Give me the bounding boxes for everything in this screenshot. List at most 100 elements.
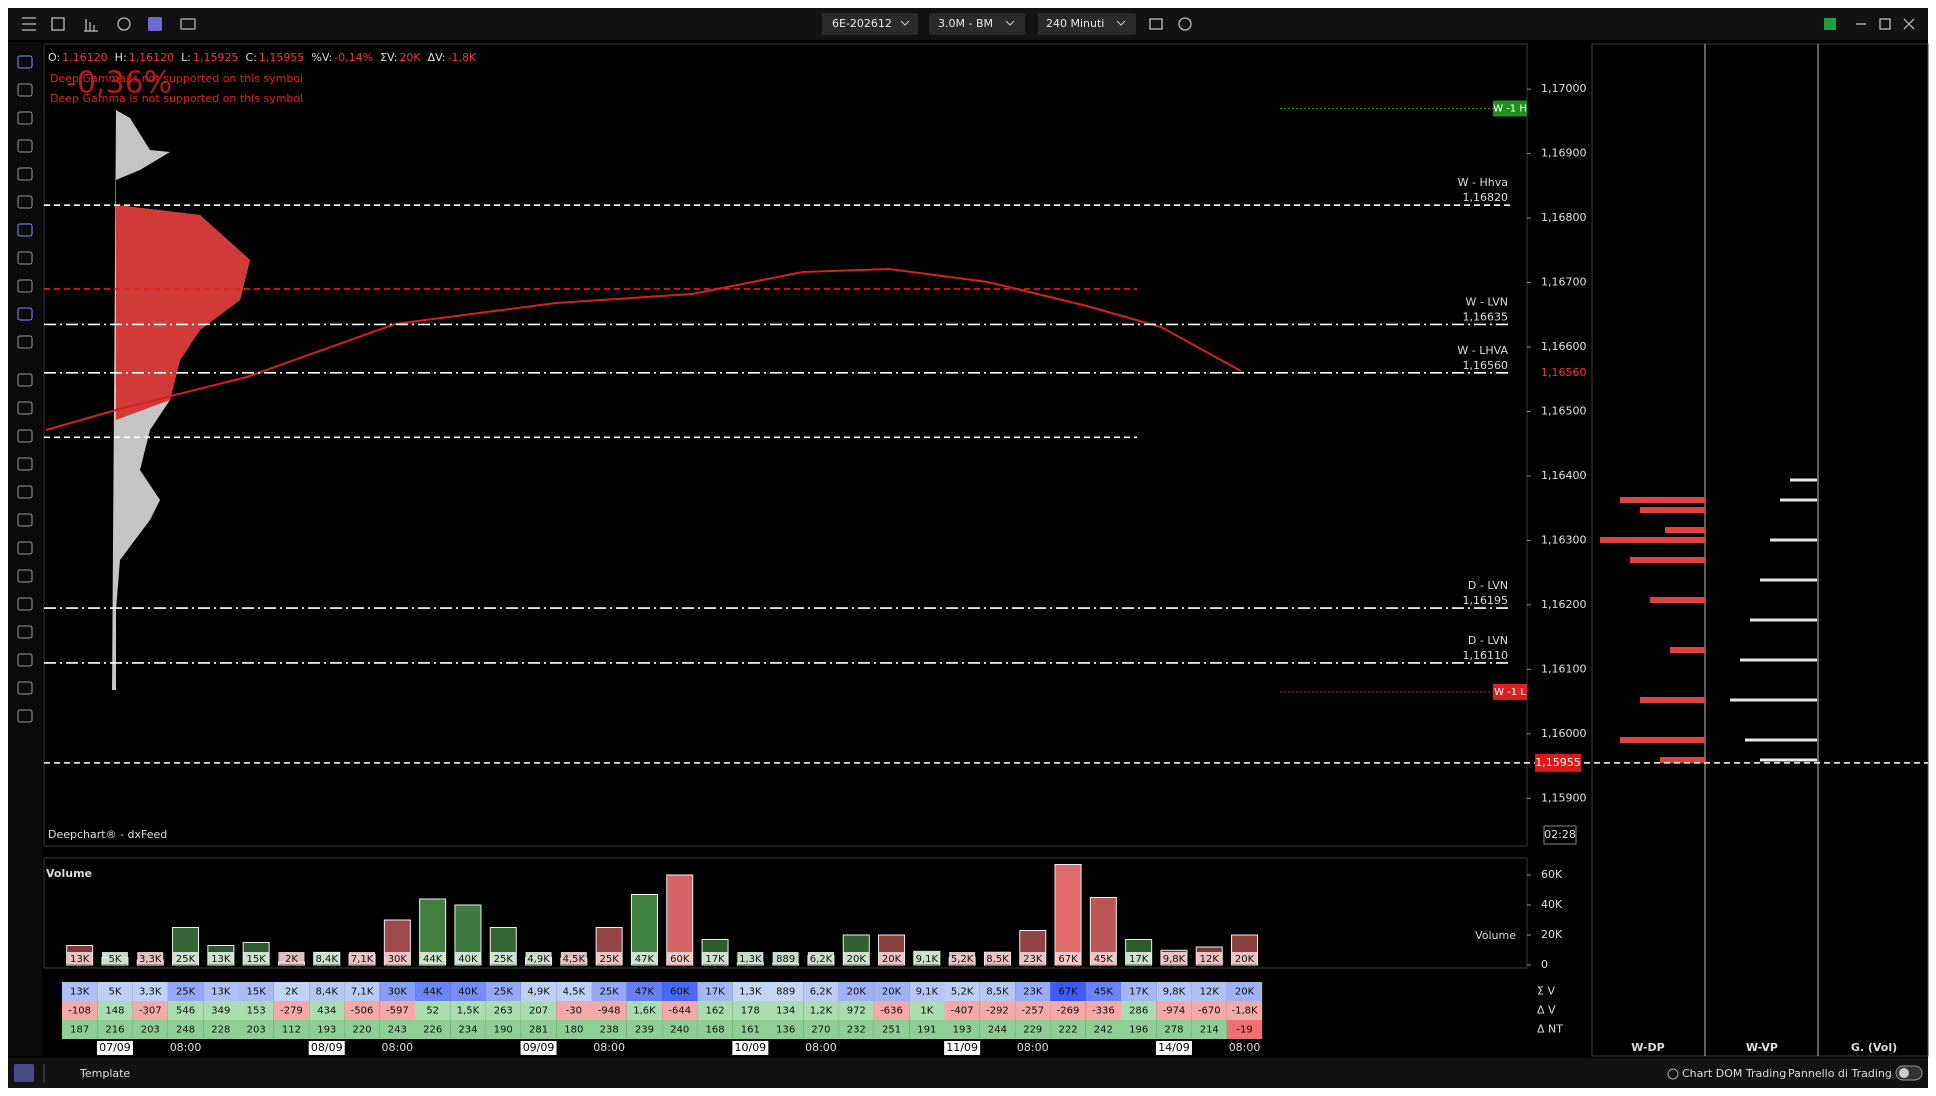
tool-icon[interactable] (17, 307, 33, 321)
layout-icon[interactable] (51, 17, 65, 31)
bottom-bar (8, 1058, 1928, 1088)
sum-v: 44K (423, 987, 443, 998)
delta-v: 263 (494, 1006, 513, 1017)
settings-icon[interactable] (117, 17, 131, 31)
tool-icon[interactable] (17, 279, 33, 293)
volume-value-label: 17K (1129, 954, 1149, 965)
radio[interactable] (1667, 1068, 1679, 1080)
x-tick-label: 08/09 (311, 1041, 343, 1054)
tool-icon[interactable] (17, 373, 33, 387)
ohlc-label: O: (48, 51, 60, 64)
tool-icon[interactable] (17, 83, 33, 97)
tool-icon[interactable] (17, 251, 33, 265)
level-value: 1,16635 (1463, 310, 1509, 323)
sum-v-cell (909, 982, 945, 1001)
delta-nt: 193 (317, 1025, 336, 1036)
w-vp-decor (1730, 478, 1817, 762)
delta-v: -636 (880, 1006, 903, 1017)
toolbar-icons (22, 17, 1915, 32)
tool-icon[interactable] (17, 55, 33, 69)
delta-v: -108 (68, 1006, 91, 1017)
tool-icon[interactable] (17, 223, 33, 237)
add-icon[interactable] (1178, 17, 1192, 31)
tool-icon[interactable] (17, 401, 33, 415)
volume-value-label: 5,2K (951, 954, 974, 965)
maximize[interactable] (1879, 18, 1891, 30)
tool-icon[interactable] (17, 485, 33, 499)
range-dropdown[interactable] (929, 13, 1025, 35)
tool-icon[interactable] (17, 335, 33, 349)
value-label-bg (596, 952, 623, 964)
delta-v: -974 (1163, 1006, 1186, 1017)
menu-icon[interactable] (22, 17, 36, 31)
tool-icon[interactable] (17, 709, 33, 723)
tool-icon[interactable] (17, 111, 33, 125)
date-bg (732, 1041, 769, 1055)
ohlc-label: C: (246, 51, 257, 64)
chart-icon[interactable] (84, 19, 98, 32)
dollar-icon[interactable] (148, 17, 162, 31)
volume-value-label: 45K (1094, 954, 1114, 965)
delta-nt-cell (379, 1020, 415, 1039)
delta-nt: 112 (282, 1025, 301, 1036)
tool-icon[interactable] (17, 167, 33, 181)
date-bg (1155, 1041, 1192, 1055)
trading-panel[interactable]: Pannello di Trading (1788, 1067, 1892, 1080)
sum-v-cell (309, 982, 345, 1001)
tool-icon[interactable] (17, 653, 33, 667)
tool-icon[interactable] (17, 429, 33, 443)
delta-v: 1K (920, 1006, 933, 1017)
tool-icon[interactable] (17, 625, 33, 639)
value-label-bg (454, 952, 481, 964)
price-tick-label: 1,16300 (1541, 533, 1587, 546)
sum-v-cell (62, 982, 98, 1001)
delta-nt-cell (62, 1020, 98, 1039)
price-tick-label: 1,16400 (1541, 469, 1587, 482)
sum-v: 40K (458, 987, 478, 998)
tool-icon[interactable] (17, 139, 33, 153)
volume-axis-label: Volume (1475, 929, 1516, 942)
tool-icon[interactable] (17, 681, 33, 695)
window-icon[interactable] (1149, 18, 1163, 30)
camera-icon[interactable] (180, 18, 196, 30)
marker-label: W -1 H (1493, 103, 1527, 114)
row-label: Δ V (1537, 1004, 1556, 1017)
volume-value-label: 25K (494, 954, 514, 965)
sum-v: 23K (1023, 987, 1043, 998)
delta-v: -948 (598, 1006, 621, 1017)
value-label-bg (737, 952, 764, 964)
tool-icon[interactable] (17, 569, 33, 583)
ohlc-label: H: (115, 51, 127, 64)
delta-nt-cell (662, 1020, 698, 1039)
volume-bar (1054, 864, 1082, 966)
delta-v-cell (556, 1001, 592, 1020)
value-label-bg (1019, 952, 1046, 964)
tool-icon[interactable] (17, 195, 33, 209)
x-tick-label: 08:00 (805, 1041, 837, 1054)
dom-trading[interactable]: Chart DOM Trading (1682, 1067, 1786, 1080)
delta-v: -1,8K (1232, 1006, 1259, 1017)
template-icon[interactable] (14, 1064, 34, 1082)
delta-nt: 239 (635, 1025, 654, 1036)
delta-v: 434 (317, 1006, 336, 1017)
sum-v: 25K (600, 987, 620, 998)
symbol-dropdown[interactable] (822, 13, 918, 35)
delta-v: 153 (247, 1006, 266, 1017)
interval-dropdown[interactable] (1038, 13, 1136, 35)
tool-icon[interactable] (17, 457, 33, 471)
window-bg (8, 8, 1928, 1088)
tool-icon[interactable] (17, 513, 33, 527)
delta-nt: 187 (70, 1025, 89, 1036)
sum-v-cell (450, 982, 486, 1001)
sum-v: 6,2K (810, 987, 833, 998)
delta-v-cell (1050, 1001, 1086, 1020)
sum-v: 5,2K (951, 987, 974, 998)
tool-icon[interactable] (17, 597, 33, 611)
volume-value-label: 8,5K (986, 954, 1009, 965)
sum-v-cell (167, 982, 204, 1001)
close[interactable] (1903, 18, 1915, 30)
template-label[interactable]: Template (79, 1067, 130, 1080)
delta-nt: 229 (1023, 1025, 1042, 1036)
tool-icon[interactable] (17, 541, 33, 555)
